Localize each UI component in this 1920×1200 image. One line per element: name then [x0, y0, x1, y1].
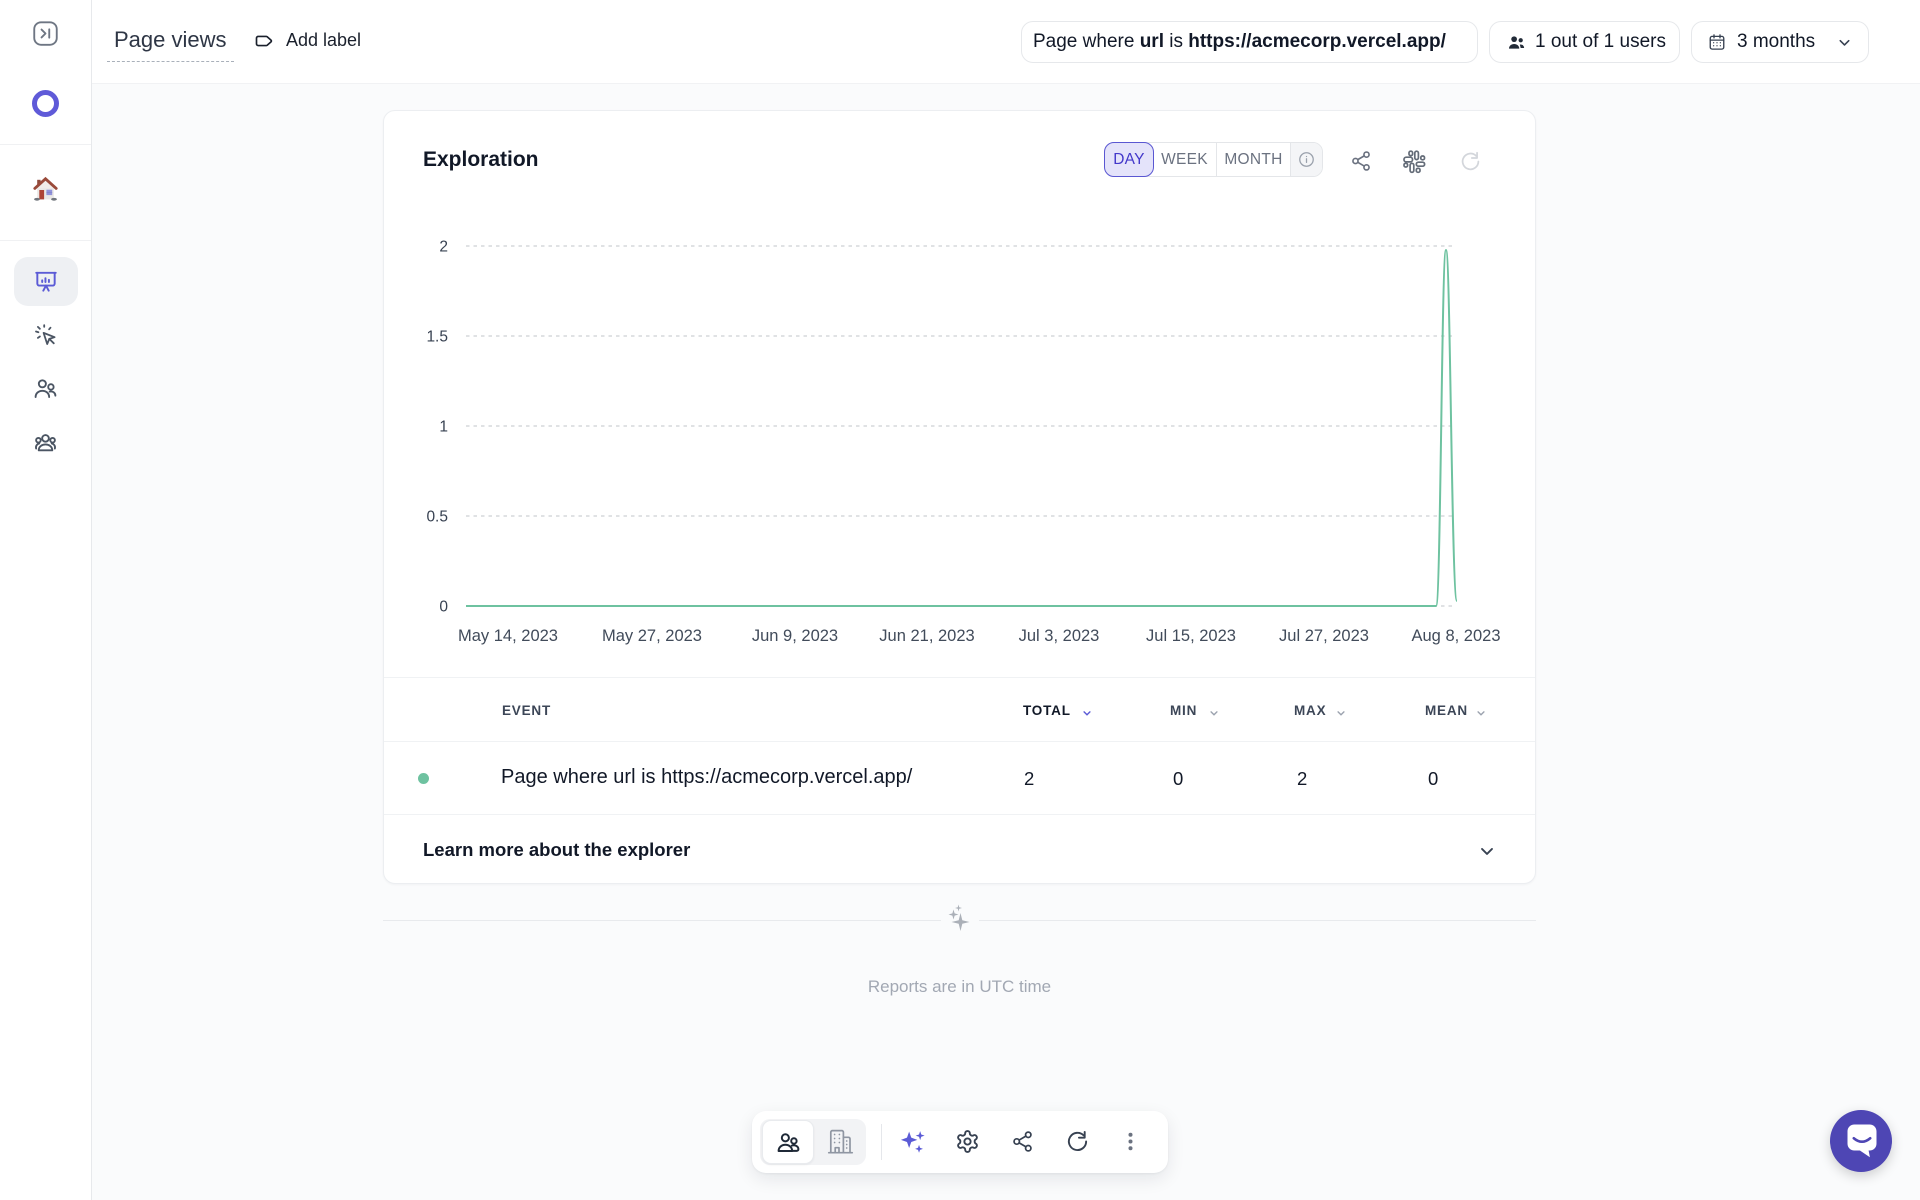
- svg-text:Jul 3, 2023: Jul 3, 2023: [1019, 627, 1100, 645]
- svg-text:0.5: 0.5: [426, 509, 448, 526]
- svg-text:1: 1: [439, 419, 448, 436]
- svg-text:0: 0: [439, 599, 448, 616]
- svg-text:Jul 15, 2023: Jul 15, 2023: [1146, 627, 1236, 645]
- svg-text:Jul 27, 2023: Jul 27, 2023: [1279, 627, 1369, 645]
- svg-text:May 14, 2023: May 14, 2023: [458, 627, 558, 645]
- svg-text:Jun 21, 2023: Jun 21, 2023: [879, 627, 974, 645]
- svg-text:May 27, 2023: May 27, 2023: [602, 627, 702, 645]
- svg-text:1.5: 1.5: [426, 329, 448, 346]
- svg-text:2: 2: [439, 239, 448, 256]
- svg-text:Aug 8, 2023: Aug 8, 2023: [1412, 627, 1501, 645]
- svg-text:Jun 9, 2023: Jun 9, 2023: [752, 627, 838, 645]
